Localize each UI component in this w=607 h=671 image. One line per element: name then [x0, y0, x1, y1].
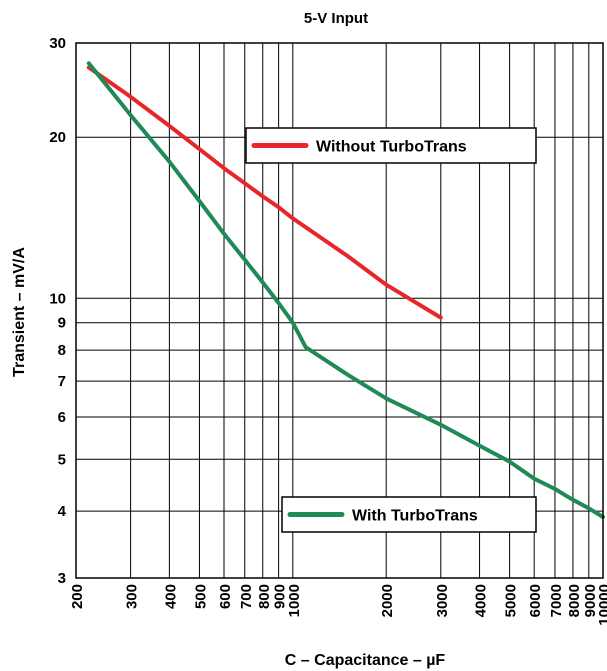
x-tick-label: 200: [69, 584, 86, 609]
x-tick-label: 2000: [379, 584, 396, 617]
legend-layer: Without TurboTrans With TurboTrans: [245, 127, 537, 533]
x-tick-label: 500: [192, 584, 209, 609]
y-tick-label: 3: [58, 570, 66, 587]
x-tick-label: 8000: [566, 584, 583, 617]
y-tick-label: 20: [49, 129, 66, 146]
y-axis-title: Transient – mV/A: [11, 247, 28, 377]
x-tick-label: 6000: [527, 584, 544, 617]
legend-label: With TurboTrans: [352, 508, 478, 525]
x-tick-label: 5000: [503, 584, 520, 617]
x-tick-label: 9000: [582, 584, 599, 617]
y-tick-label: 5: [58, 451, 66, 468]
x-tick-label: 400: [162, 584, 179, 609]
y-tick-label: 10: [49, 290, 66, 307]
series-line: [86, 65, 443, 320]
legend-label: Without TurboTrans: [316, 139, 467, 156]
x-tick-label: 300: [124, 584, 141, 609]
x-tick-label: 600: [217, 584, 234, 609]
y-tick-label: 7: [58, 373, 66, 390]
x-axis-title: C – Capacitance – µF: [285, 652, 446, 669]
y-tick-labels: 3 4 5 6 7 8 9 10 20 30: [49, 35, 66, 587]
x-tick-label: 700: [238, 584, 255, 609]
series-line: [86, 61, 605, 519]
x-tick-label: 900: [272, 584, 289, 609]
x-tick-label: 800: [256, 584, 273, 609]
legend-entry: Without TurboTrans: [245, 127, 537, 164]
plot-frame: [75, 42, 604, 579]
y-tick-label: 6: [58, 409, 66, 426]
x-tick-label: 1000: [286, 584, 303, 617]
x-tick-label: 10000: [596, 584, 607, 626]
series-layer: [86, 61, 605, 519]
legend-box: [245, 127, 537, 164]
x-tick-label: 7000: [548, 584, 565, 617]
y-tick-label: 8: [58, 342, 66, 359]
x-tick-label: 3000: [434, 584, 451, 617]
y-tick-label: 9: [58, 315, 66, 332]
x-tick-label: 4000: [473, 584, 490, 617]
y-tick-label: 4: [58, 503, 67, 520]
chart-title: 5-V Input: [304, 10, 368, 27]
legend-entry: With TurboTrans: [281, 496, 537, 533]
y-tick-label: 30: [49, 35, 66, 52]
